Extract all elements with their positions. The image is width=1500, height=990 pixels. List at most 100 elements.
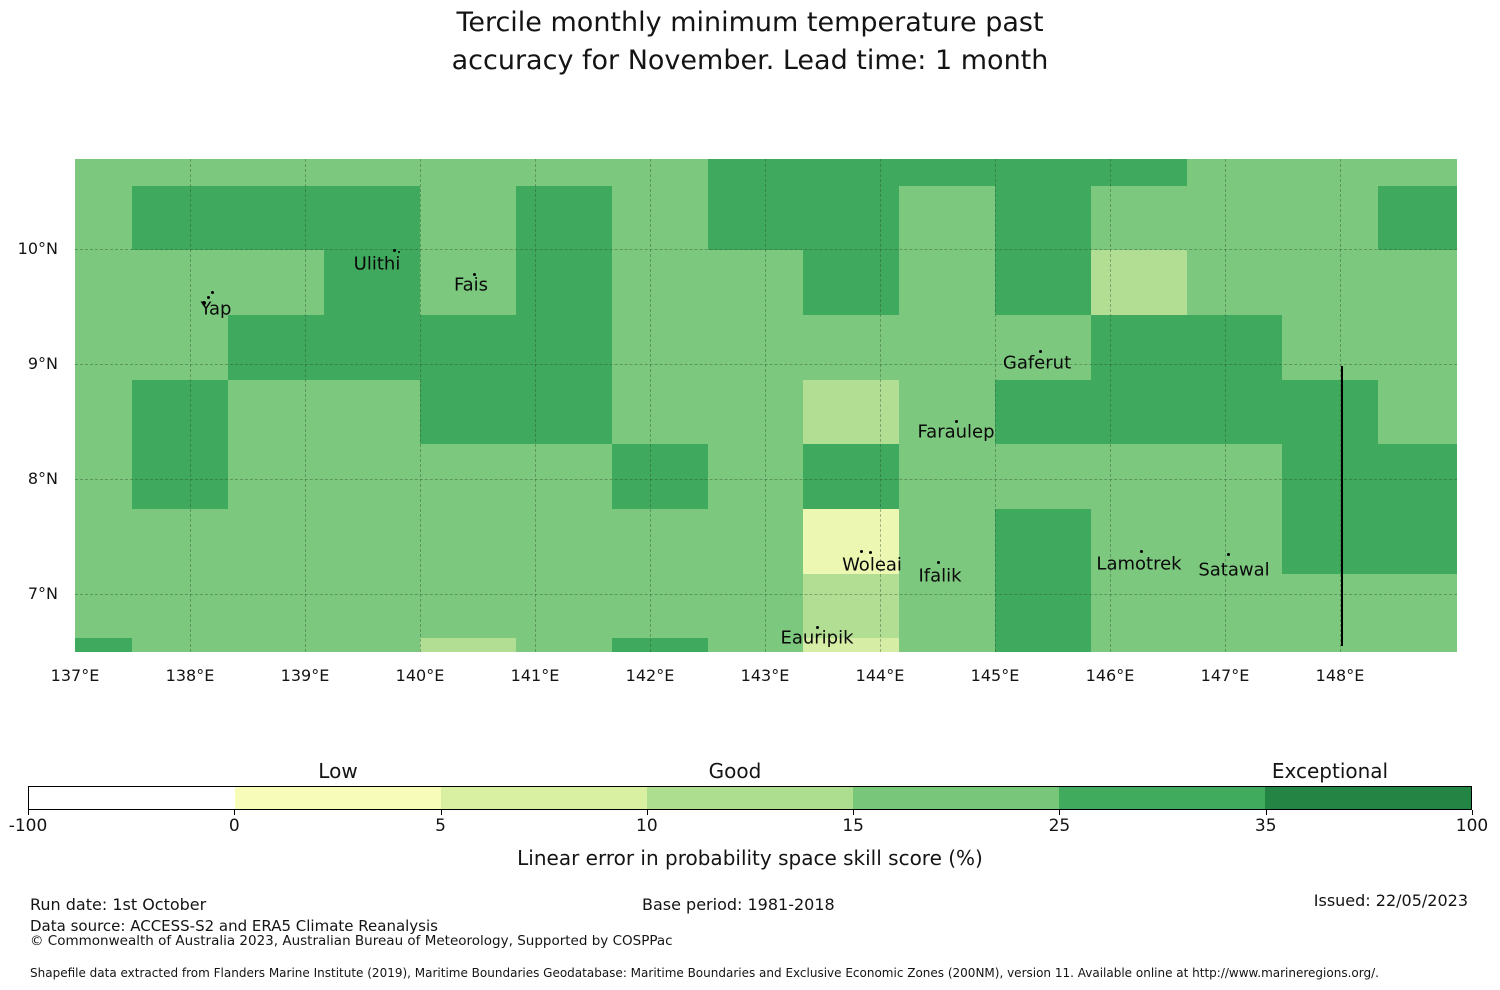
- grid-cell: [1091, 574, 1188, 639]
- grid-cell: [516, 444, 613, 510]
- island-dot: [398, 251, 400, 253]
- grid-cell: [228, 509, 325, 575]
- grid-cell: [1091, 250, 1188, 316]
- y-tick-label: 8°N: [27, 469, 58, 488]
- island-dot: [815, 625, 819, 629]
- x-tick-label: 138°E: [165, 666, 215, 685]
- grid-cell: [228, 186, 325, 251]
- grid-cell: [708, 638, 804, 652]
- chart-title-line1: Tercile monthly minimum temperature past: [456, 7, 1044, 38]
- grid-cell: [1378, 159, 1457, 187]
- colorbar-tick-label: 15: [842, 816, 864, 836]
- grid-cell: [324, 574, 421, 639]
- island-dot: [1038, 349, 1042, 353]
- colorbar-category-label: Low: [318, 759, 358, 783]
- grid-cell: [612, 574, 709, 639]
- grid-cell: [420, 159, 517, 187]
- colorbar-segment: [1059, 787, 1265, 809]
- colorbar-tick-label: 25: [1048, 816, 1071, 836]
- grid-cell: [899, 574, 996, 639]
- grid-cell: [1091, 186, 1188, 251]
- grid-cell: [1187, 186, 1283, 251]
- colorbar-tick-mark: [440, 810, 442, 815]
- colorbar-tick-label: 0: [228, 816, 240, 836]
- grid-cell: [1378, 638, 1457, 652]
- grid-cell: [1187, 315, 1283, 381]
- grid-cell: [516, 380, 613, 445]
- grid-cell: [75, 574, 133, 639]
- grid-cell: [899, 444, 996, 510]
- place-label: Faraulep: [917, 421, 995, 443]
- colorbar-tick-label: 5: [435, 816, 446, 836]
- grid-cell: [75, 444, 133, 510]
- grid-cell: [228, 638, 325, 652]
- island-dot: [206, 295, 210, 299]
- island-dot: [859, 549, 863, 553]
- grid-cell: [516, 509, 613, 575]
- grid-cell: [1091, 638, 1188, 652]
- grid-cell: [803, 574, 900, 639]
- grid-cell: [516, 315, 613, 381]
- shapefile-attribution-text: Shapefile data extracted from Flanders M…: [30, 966, 1379, 980]
- grid-cell: [75, 380, 133, 445]
- grid-cell: [803, 186, 900, 251]
- latitude-gridline: [75, 249, 1457, 250]
- island-dot: [1139, 549, 1143, 553]
- grid-cell: [75, 250, 133, 316]
- island-dot: [210, 290, 214, 294]
- place-label: Yap: [200, 298, 232, 320]
- place-label: Lamotrek: [1096, 553, 1182, 575]
- grid-cell: [803, 159, 900, 187]
- grid-cell: [420, 638, 517, 652]
- longitude-gridline: [765, 159, 766, 652]
- grid-cell: [1282, 638, 1379, 652]
- grid-cell: [995, 638, 1092, 652]
- grid-cell: [1091, 159, 1188, 187]
- grid-cell: [899, 159, 996, 187]
- eez-boundary-line: [1341, 366, 1343, 646]
- grid-cell: [132, 444, 229, 510]
- island-dot: [1226, 552, 1230, 556]
- grid-cell: [899, 509, 996, 575]
- longitude-gridline: [190, 159, 191, 652]
- grid-cell: [1378, 250, 1457, 316]
- grid-cell: [612, 186, 709, 251]
- grid-cell: [420, 315, 517, 381]
- place-label: Ulithi: [353, 253, 401, 275]
- place-label: Fais: [453, 274, 489, 296]
- grid-cell: [1282, 380, 1379, 445]
- grid-cell: [1187, 638, 1283, 652]
- longitude-gridline: [535, 159, 536, 652]
- place-label: Ifalik: [918, 565, 962, 587]
- grid-cell: [516, 574, 613, 639]
- grid-cell: [132, 186, 229, 251]
- grid-cell: [612, 380, 709, 445]
- grid-cell: [228, 574, 325, 639]
- grid-cell: [1378, 509, 1457, 575]
- grid-cell: [420, 444, 517, 510]
- grid-cell: [995, 250, 1092, 316]
- grid-cell: [420, 509, 517, 575]
- grid-cell: [1282, 444, 1379, 510]
- grid-cell: [995, 574, 1092, 639]
- longitude-gridline: [1225, 159, 1226, 652]
- colorbar-tick-mark: [646, 810, 648, 815]
- grid-cell: [1187, 444, 1283, 510]
- map-area: Yap Ulithi Fais Gaferut Faraulep Woleai Ifalik…: [75, 159, 1457, 652]
- grid-cell: [1282, 315, 1379, 381]
- colorbar-tick-mark: [234, 810, 236, 815]
- island-dot: [936, 560, 940, 564]
- longitude-gridline: [880, 159, 881, 652]
- grid-cell: [75, 509, 133, 575]
- x-tick-label: 137°E: [50, 666, 100, 685]
- grid-cell: [228, 444, 325, 510]
- latitude-gridline: [75, 479, 1457, 480]
- colorbar-segment: [853, 787, 1059, 809]
- grid-cell: [75, 159, 133, 187]
- colorbar: [28, 786, 1472, 810]
- grid-cell: [75, 315, 133, 381]
- grid-cell: [420, 250, 517, 316]
- grid-cell: [1187, 380, 1283, 445]
- grid-cell: [1282, 574, 1379, 639]
